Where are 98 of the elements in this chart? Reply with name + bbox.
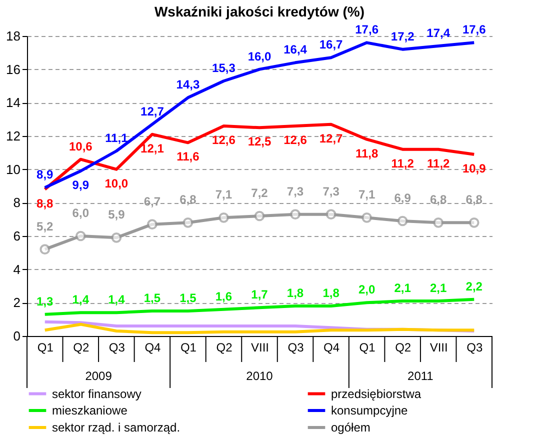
point bbox=[397, 216, 408, 226]
data-label: 1,6 bbox=[215, 289, 232, 304]
x-tick-label: Q3 bbox=[288, 340, 304, 354]
data-label: 6,8 bbox=[466, 192, 483, 207]
y-tick-label: 8 bbox=[13, 195, 20, 210]
x-tick-label: Q1 bbox=[37, 340, 54, 354]
legend-label: mieszkaniowe bbox=[52, 404, 128, 418]
text: 2010 bbox=[246, 369, 274, 383]
data-label: 14,3 bbox=[176, 78, 200, 92]
data-label: 9,9 bbox=[72, 178, 90, 192]
data-label: 12,7 bbox=[319, 131, 344, 146]
y-tick-label: 14 bbox=[6, 95, 20, 110]
data-label: 1,4 bbox=[72, 292, 90, 307]
y-tick-label: 16 bbox=[6, 62, 20, 77]
data-label: 1,5 bbox=[144, 291, 161, 305]
data-label: 11,8 bbox=[355, 146, 378, 160]
point bbox=[111, 232, 122, 243]
x-tick-label: Q3 bbox=[108, 340, 126, 354]
data-label: 2,0 bbox=[358, 282, 376, 297]
data-label: 11,2 bbox=[426, 156, 450, 170]
data-label: 6,8 bbox=[430, 192, 448, 207]
point bbox=[468, 217, 480, 228]
legend-label: przedsiębiorstwa bbox=[331, 386, 422, 401]
point bbox=[182, 217, 194, 228]
data-label: 7,3 bbox=[286, 184, 304, 198]
x-tick-label: VIII bbox=[430, 340, 448, 354]
text: 2009 bbox=[85, 369, 112, 383]
data-label: 12,5 bbox=[248, 134, 272, 149]
data-label: 12,6 bbox=[284, 133, 308, 147]
data-label: 8,9 bbox=[36, 168, 54, 182]
legend-label: ogółem bbox=[331, 420, 370, 434]
x-tick-label: Q4 bbox=[324, 340, 340, 354]
data-label: 11,2 bbox=[391, 156, 414, 170]
line-series bbox=[43, 322, 476, 334]
point bbox=[147, 219, 158, 230]
y-tick-label: 4 bbox=[13, 262, 20, 277]
x-tick-label: Q1 bbox=[180, 340, 197, 354]
x-tick-label: Q2 bbox=[395, 340, 412, 354]
y-tick-label: 18 bbox=[6, 28, 20, 44]
data-label: 6,8 bbox=[180, 192, 197, 207]
data-label: 7,2 bbox=[251, 186, 268, 200]
data-label: 5,2 bbox=[36, 219, 54, 234]
data-label: 10,9 bbox=[462, 161, 486, 176]
point bbox=[75, 230, 86, 242]
data-label: 7,1 bbox=[358, 188, 376, 202]
x-tick-label: Q2 bbox=[73, 340, 90, 354]
data-label: 17,2 bbox=[390, 29, 415, 44]
x-tick-label: Q1 bbox=[359, 340, 376, 354]
data-label: 2,1 bbox=[430, 281, 448, 295]
data-label: 16,7 bbox=[319, 38, 344, 52]
data-label: 12,1 bbox=[140, 141, 164, 156]
data-label: 1,3 bbox=[36, 294, 54, 308]
data-label: 2,1 bbox=[394, 281, 412, 295]
point bbox=[433, 217, 444, 228]
y-tick-label: 6 bbox=[13, 228, 20, 244]
x-tick-label: Q2 bbox=[216, 340, 233, 354]
data-label: 1,8 bbox=[322, 286, 340, 300]
x-tick-label: Q3 bbox=[466, 340, 483, 354]
data-label: 17,6 bbox=[462, 22, 486, 37]
y-tick-label: 12 bbox=[6, 128, 20, 144]
point bbox=[254, 210, 265, 222]
text: 2011 bbox=[408, 369, 434, 383]
legend-label: sektor finansowy bbox=[52, 386, 142, 401]
data-label: 7,1 bbox=[215, 188, 232, 202]
data-label: 10,6 bbox=[68, 139, 93, 154]
point bbox=[326, 209, 336, 220]
x-tick-label: Q4 bbox=[144, 340, 162, 354]
x-tick-label: VIII bbox=[250, 340, 270, 354]
data-label: 15,3 bbox=[212, 61, 236, 75]
data-label: 6,9 bbox=[394, 191, 412, 205]
data-label: 6,0 bbox=[72, 206, 90, 220]
y-tick-label: 10 bbox=[6, 162, 20, 177]
point bbox=[40, 244, 50, 255]
data-label: 2,2 bbox=[466, 279, 483, 294]
data-label: 17,6 bbox=[355, 22, 379, 37]
data-label: 1,5 bbox=[180, 291, 197, 305]
data-label: 11,6 bbox=[176, 150, 200, 164]
data-label: 12,7 bbox=[140, 104, 164, 118]
data-label: 5,9 bbox=[108, 208, 126, 222]
data-label: 1,8 bbox=[286, 286, 304, 300]
point bbox=[218, 212, 229, 223]
y-tick-label: 0 bbox=[13, 328, 20, 344]
data-label: 1,4 bbox=[108, 292, 126, 307]
data-label: 16,4 bbox=[284, 42, 308, 57]
data-label: 10,0 bbox=[104, 176, 128, 190]
data-label: 8,8 bbox=[36, 196, 54, 210]
data-label: 11,1 bbox=[105, 131, 128, 145]
data-label: 16,0 bbox=[248, 49, 272, 64]
chart-title: Wskaźniki jakości kredytów (%) bbox=[154, 4, 365, 20]
legend-label: sektor rząd. i samorząd. bbox=[52, 420, 180, 434]
data-label: 1,7 bbox=[251, 288, 268, 302]
y-tick-label: 2 bbox=[13, 295, 20, 310]
data-label: 17,4 bbox=[426, 26, 450, 40]
point bbox=[290, 209, 300, 220]
data-label: 12,6 bbox=[212, 133, 236, 147]
data-label: 7,3 bbox=[322, 184, 340, 198]
point bbox=[362, 212, 372, 223]
legend-label: konsumpcyjne bbox=[331, 404, 408, 418]
